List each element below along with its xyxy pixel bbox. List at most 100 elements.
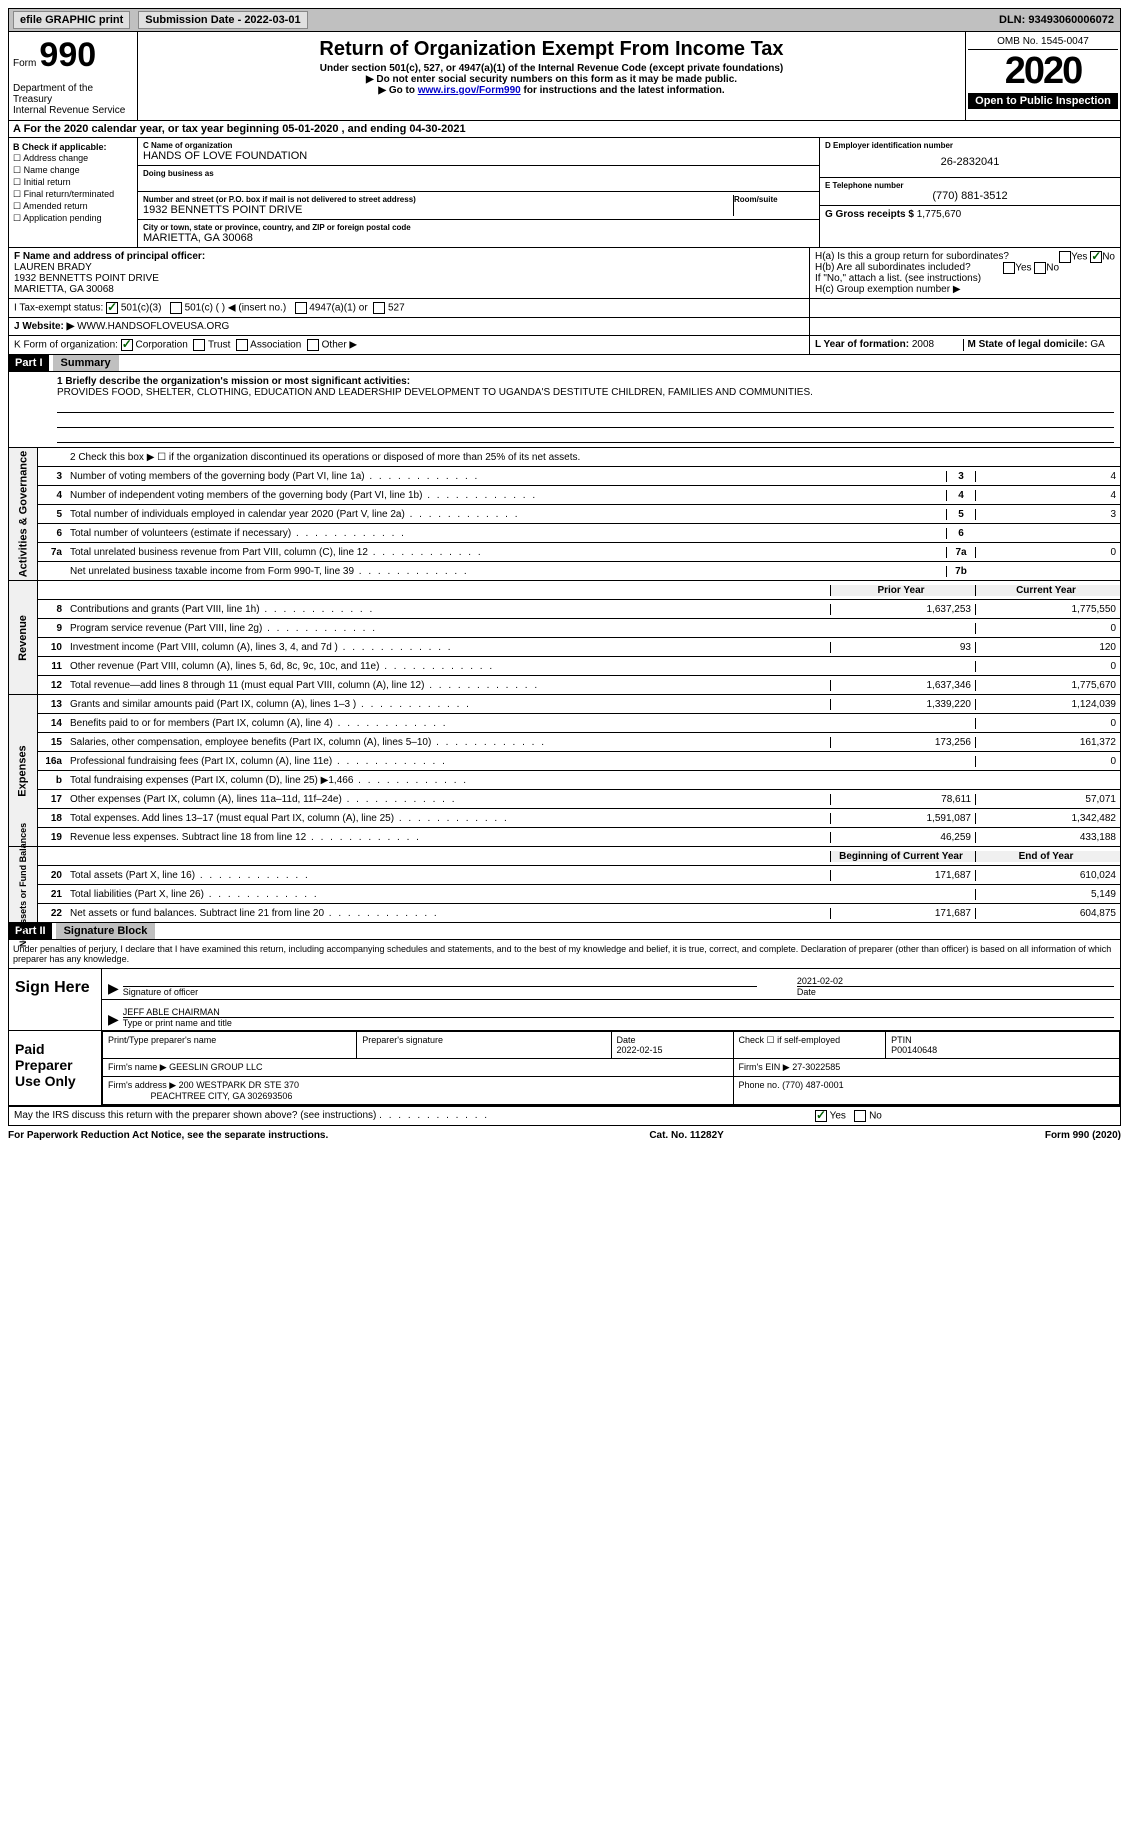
ha-no-checkbox[interactable] <box>1090 251 1102 263</box>
form-title: Return of Organization Exempt From Incom… <box>142 38 961 61</box>
data-line: 11Other revenue (Part VIII, column (A), … <box>38 657 1120 676</box>
discuss-row: May the IRS discuss this return with the… <box>8 1106 1121 1126</box>
e-label: E Telephone number <box>825 181 1115 190</box>
identity-block: B Check if applicable: ☐ Address change … <box>8 138 1121 248</box>
chk-application-pending[interactable]: ☐ Application pending <box>13 213 133 224</box>
firm-name: GEESLIN GROUP LLC <box>169 1062 262 1072</box>
chk-amended[interactable]: ☐ Amended return <box>13 201 133 212</box>
officer-name: LAUREN BRADY <box>14 262 92 273</box>
open-inspection-badge: Open to Public Inspection <box>968 93 1118 109</box>
room-label: Room/suite <box>734 195 814 204</box>
data-line: 22Net assets or fund balances. Subtract … <box>38 904 1120 922</box>
hb-no-checkbox[interactable] <box>1034 262 1046 274</box>
officer-group-row: F Name and address of principal officer:… <box>8 248 1121 299</box>
h-b-label: H(b) Are all subordinates included? <box>815 262 971 273</box>
sub3-post: for instructions and the latest informat… <box>524 85 725 96</box>
top-toolbar: efile GRAPHIC print Submission Date - 20… <box>8 8 1121 32</box>
governance-line: 6Total number of volunteers (estimate if… <box>38 524 1120 543</box>
arrow-icon: ▶ <box>108 980 119 997</box>
officer-addr1: 1932 BENNETTS POINT DRIVE <box>14 273 159 284</box>
governance-section: Activities & Governance 2 Check this box… <box>8 448 1121 581</box>
box-b: B Check if applicable: ☐ Address change … <box>9 138 138 247</box>
governance-line: 7aTotal unrelated business revenue from … <box>38 543 1120 562</box>
arrow-icon-2: ▶ <box>108 1011 119 1028</box>
firm-phone: (770) 487-0001 <box>782 1080 844 1090</box>
chk-501c3[interactable] <box>106 302 118 314</box>
discuss-yes-checkbox[interactable] <box>815 1110 827 1122</box>
governance-line: 5Total number of individuals employed in… <box>38 505 1120 524</box>
footer-right: Form 990 (2020) <box>1045 1130 1121 1141</box>
sign-here-block: Sign Here ▶ Signature of officer 2021-02… <box>8 969 1121 1031</box>
discuss-text: May the IRS discuss this return with the… <box>14 1110 376 1121</box>
firm-ein: 27-3022585 <box>792 1062 840 1072</box>
firm-ein-label: Firm's EIN ▶ <box>739 1062 790 1072</box>
department-label: Department of the Treasury Internal Reve… <box>13 83 133 116</box>
preparer-block: Paid Preparer Use Only Print/Type prepar… <box>8 1031 1121 1106</box>
chk-4947[interactable] <box>295 302 307 314</box>
efile-button[interactable]: efile GRAPHIC print <box>13 11 130 29</box>
net-assets-section: Net Assets or Fund Balances Beginning of… <box>8 847 1121 923</box>
preparer-label: Paid Preparer Use Only <box>9 1031 102 1105</box>
chk-corp[interactable] <box>121 339 133 351</box>
city-label: City or town, state or province, country… <box>143 223 814 232</box>
sign-here-label: Sign Here <box>9 969 102 1030</box>
firm-addr-label: Firm's address ▶ <box>108 1080 176 1090</box>
part2-title: Signature Block <box>56 923 156 939</box>
ha-yes-checkbox[interactable] <box>1059 251 1071 263</box>
box-b-label: B Check if applicable: <box>13 142 107 152</box>
submission-date-button[interactable]: Submission Date - 2022-03-01 <box>138 11 307 29</box>
form-number: 990 <box>39 36 96 74</box>
part2-tag: Part II <box>9 923 52 939</box>
h-a-label: H(a) Is this a group return for subordin… <box>815 251 1009 262</box>
dln-label: DLN: 93493060006072 <box>999 14 1120 26</box>
discuss-no-checkbox[interactable] <box>854 1110 866 1122</box>
chk-527[interactable] <box>373 302 385 314</box>
part2-header: Part II Signature Block <box>8 923 1121 940</box>
netassets-tab: Net Assets or Fund Balances <box>18 822 28 946</box>
k-label: K Form of organization: <box>14 340 118 351</box>
governance-tab: Activities & Governance <box>17 451 29 578</box>
mission-text: PROVIDES FOOD, SHELTER, CLOTHING, EDUCAT… <box>57 387 1114 398</box>
org-city: MARIETTA, GA 30068 <box>143 232 814 244</box>
chk-initial-return[interactable]: ☐ Initial return <box>13 177 133 188</box>
subtitle-1: Under section 501(c), 527, or 4947(a)(1)… <box>142 63 961 74</box>
sig-date-label: Date <box>797 986 1114 997</box>
hb-yes-checkbox[interactable] <box>1003 262 1015 274</box>
governance-line: 3Number of voting members of the governi… <box>38 467 1120 486</box>
part1-title: Summary <box>53 355 119 371</box>
org-form-row: K Form of organization: Corporation Trus… <box>8 336 1121 355</box>
addr-label: Number and street (or P.O. box if mail i… <box>143 195 733 204</box>
chk-501c[interactable] <box>170 302 182 314</box>
data-line: 19Revenue less expenses. Subtract line 1… <box>38 828 1120 846</box>
irs-link[interactable]: www.irs.gov/Form990 <box>418 85 521 96</box>
box-h: H(a) Is this a group return for subordin… <box>809 248 1120 298</box>
chk-other[interactable] <box>307 339 319 351</box>
signature-declaration: Under penalties of perjury, I declare th… <box>8 940 1121 969</box>
omb-number: OMB No. 1545-0047 <box>968 34 1118 50</box>
chk-assoc[interactable] <box>236 339 248 351</box>
chk-trust[interactable] <box>193 339 205 351</box>
form-id-cell: Form 990 Department of the Treasury Inte… <box>9 32 138 120</box>
ptin-value: P00140648 <box>891 1045 937 1055</box>
data-line: 16aProfessional fundraising fees (Part I… <box>38 752 1120 771</box>
ptin-header: PTIN <box>891 1035 912 1045</box>
chk-address-change[interactable]: ☐ Address change <box>13 153 133 164</box>
governance-line: 4Number of independent voting members of… <box>38 486 1120 505</box>
title-cell: Return of Organization Exempt From Incom… <box>138 32 965 120</box>
org-name: HANDS OF LOVE FOUNDATION <box>143 150 814 162</box>
prep-sig-header: Preparer's signature <box>357 1032 611 1059</box>
chk-name-change[interactable]: ☐ Name change <box>13 165 133 176</box>
firm-name-label: Firm's name ▶ <box>108 1062 167 1072</box>
officer-sig-label: Signature of officer <box>123 986 757 997</box>
chk-final-return[interactable]: ☐ Final return/terminated <box>13 189 133 200</box>
end-year-header: End of Year <box>975 851 1120 862</box>
prior-year-header: Prior Year <box>830 585 975 596</box>
data-line: 21Total liabilities (Part X, line 26)5,1… <box>38 885 1120 904</box>
box-f: F Name and address of principal officer:… <box>9 248 809 298</box>
expenses-tab: Expenses <box>17 745 29 796</box>
f-label: F Name and address of principal officer: <box>14 251 205 262</box>
tax-year-range: A For the 2020 calendar year, or tax yea… <box>8 121 1121 138</box>
data-line: 20Total assets (Part X, line 16)171,6876… <box>38 866 1120 885</box>
page-footer: For Paperwork Reduction Act Notice, see … <box>8 1126 1121 1145</box>
prep-date: 2022-02-15 <box>617 1045 663 1055</box>
